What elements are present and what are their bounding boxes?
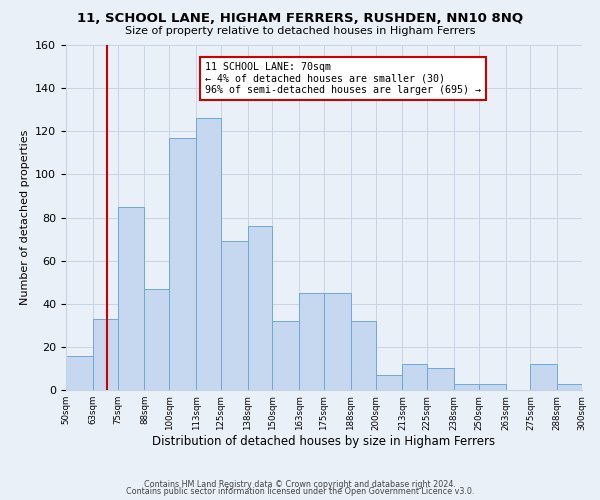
Bar — [557, 384, 582, 390]
Y-axis label: Number of detached properties: Number of detached properties — [20, 130, 29, 305]
Bar — [272, 321, 299, 390]
Text: Contains HM Land Registry data © Crown copyright and database right 2024.: Contains HM Land Registry data © Crown c… — [144, 480, 456, 489]
Bar — [351, 321, 376, 390]
Bar — [324, 293, 351, 390]
Bar — [248, 226, 272, 390]
Text: Size of property relative to detached houses in Higham Ferrers: Size of property relative to detached ho… — [125, 26, 475, 36]
Bar — [145, 288, 169, 390]
Bar — [93, 319, 118, 390]
Bar — [66, 356, 93, 390]
Bar — [196, 118, 221, 390]
Bar — [221, 241, 248, 390]
Bar — [479, 384, 506, 390]
Text: 11, SCHOOL LANE, HIGHAM FERRERS, RUSHDEN, NN10 8NQ: 11, SCHOOL LANE, HIGHAM FERRERS, RUSHDEN… — [77, 12, 523, 26]
X-axis label: Distribution of detached houses by size in Higham Ferrers: Distribution of detached houses by size … — [152, 436, 496, 448]
Bar — [169, 138, 196, 390]
Bar — [403, 364, 427, 390]
Bar — [376, 375, 403, 390]
Bar — [118, 206, 145, 390]
Bar — [299, 293, 324, 390]
Text: Contains public sector information licensed under the Open Government Licence v3: Contains public sector information licen… — [126, 487, 474, 496]
Bar — [454, 384, 479, 390]
Text: 11 SCHOOL LANE: 70sqm
← 4% of detached houses are smaller (30)
96% of semi-detac: 11 SCHOOL LANE: 70sqm ← 4% of detached h… — [205, 62, 481, 96]
Bar — [530, 364, 557, 390]
Bar — [427, 368, 454, 390]
